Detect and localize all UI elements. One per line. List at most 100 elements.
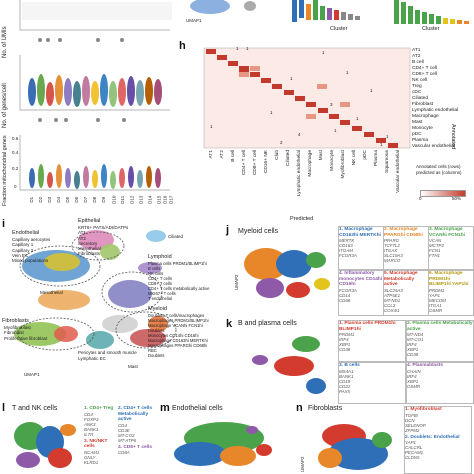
row-label: pDC	[412, 132, 422, 137]
heatmap-number: 1	[210, 124, 213, 129]
lymphatic-label: Lymphatic EC	[78, 356, 106, 361]
donor-label: D5	[65, 196, 71, 203]
row-label: Treg	[412, 84, 422, 89]
row-label: Mast	[412, 120, 423, 125]
row-label: NK cell	[412, 78, 428, 83]
legend-item: KRT8+ PATS/ADI/DATPs	[78, 225, 129, 230]
legend-item: Fibroblast	[4, 330, 24, 336]
row-label: B cell	[412, 60, 424, 65]
bcell-box: 2. Plasma cells Metabolically active MT-…	[406, 320, 474, 362]
mito-tick-4: 0	[14, 184, 17, 189]
heatmap-number: 1	[386, 134, 389, 139]
col-label: CD8+ T cell	[253, 150, 258, 176]
panel-j-title: Myeloid cells	[238, 228, 279, 235]
donor-label: D1	[29, 196, 35, 203]
umap2-label-j: UMAP2	[234, 274, 239, 290]
heatmap-number: 1	[290, 76, 293, 81]
legend-item: NK cells	[148, 271, 164, 276]
col-label: Macrophage	[308, 150, 313, 177]
legend-item: Doublets	[148, 353, 165, 358]
legend-item: Macrophages PRDM1/BLIMP1hi	[148, 318, 209, 323]
mesothelial-label: Mesothelial	[40, 290, 63, 295]
heatmap-number: 1	[270, 110, 273, 115]
legend-item: Capillary aerocytes	[12, 237, 51, 242]
panel-k-letter: k	[226, 318, 233, 330]
legend-item: Monocytes CD14hi CD16hi	[148, 333, 199, 338]
donor-label: D11	[120, 195, 126, 204]
legend-item: B cells	[148, 266, 161, 271]
col-label: Ciliated	[286, 150, 291, 166]
legend-item: CD4+ T cells metabolically active	[148, 286, 210, 291]
panel-n-title: Fibroblasts	[308, 405, 343, 412]
heatmap-col-labels: AT1 AT2 B cell CD4+ T cell CD8+ T cell C…	[204, 150, 410, 200]
col-label: CD4+ T cell	[242, 150, 247, 176]
row-label: cDC	[412, 90, 422, 95]
panel-m-title: Endothelial cells	[172, 405, 223, 412]
myeloid-umap	[244, 248, 330, 298]
pericytes-label: Pericytes and smooth muscle	[78, 350, 137, 355]
donor-label: D10	[111, 195, 117, 204]
heatmap-number: 1	[322, 50, 325, 55]
row-label: Monocyte	[412, 126, 433, 131]
panel-l-letter: l	[2, 402, 6, 414]
legend-item: AT1	[78, 230, 86, 236]
row-label: Vascular endothelial	[412, 144, 455, 149]
donor-label: D7	[83, 196, 89, 203]
row-label: AT2	[412, 54, 421, 59]
heatmap-number: 3	[330, 102, 333, 107]
legend-item: T endothelial	[148, 296, 172, 301]
col-label: Mast	[319, 150, 324, 161]
legend-item: Doublets	[148, 328, 165, 333]
umap1-label-i: UMAP1	[24, 372, 40, 377]
donor-label: D12	[129, 195, 135, 204]
legend-item: CD8+ T cells	[148, 281, 172, 286]
legend-item: Myofibroblast	[4, 325, 31, 330]
myeloid-boxes: 1. Macrophage CD163hi MERTKhi MERTK CD16…	[338, 226, 474, 316]
col-label: pDC	[363, 150, 368, 160]
col-label: Monocyte	[330, 150, 335, 171]
mito-tick-2: 0.4	[12, 150, 19, 155]
donor-label: D6	[74, 196, 80, 203]
col-label: Vascular endothelial	[396, 150, 401, 193]
row-label: Lymphatic endothelial	[412, 108, 459, 113]
legend-item: RBC	[148, 348, 157, 353]
col-label: B cell	[231, 150, 236, 162]
cluster-label-2: Cluster	[422, 26, 440, 32]
lymphoid-list: Plasma cells PRDM1/BLIMP1hi B cells NK c…	[148, 261, 209, 301]
col-label: Squamous	[385, 150, 390, 173]
heatmap-number: 1	[356, 116, 359, 121]
heatmap-number: 2	[280, 140, 283, 145]
panel-j-letter: j	[226, 224, 230, 236]
predicted-label: Predicted	[290, 216, 314, 222]
legend-item: AT2	[78, 235, 86, 241]
row-label: AT1	[412, 48, 421, 53]
donor-label: D15	[156, 195, 162, 204]
bcell-umap	[252, 336, 326, 394]
col-label: Plasma	[374, 150, 379, 166]
mito-tick-3: 0.2	[12, 166, 19, 171]
heatmap-legend-text: Annotated cells (rows) predicted as (col…	[416, 164, 462, 175]
violin-panel: No. of UMIs No. of genes/cell Fraction m…	[0, 0, 174, 215]
heatmap	[203, 47, 411, 149]
violin-plots	[19, 0, 172, 191]
legend-item: CD4+ T cells	[148, 276, 172, 281]
tcell-umap	[14, 422, 76, 468]
donor-label: D2	[38, 196, 44, 203]
endothelial-umap	[174, 422, 272, 466]
row-label: CD8+ T cell	[412, 72, 438, 77]
heatmap-legend-bar	[420, 190, 466, 197]
umap-label-top: UMAP1	[186, 18, 202, 23]
myeloid-box: 1. Macrophage CD163hi MERTKhi MERTK CD16…	[338, 226, 384, 270]
col-label: AT2	[220, 150, 225, 159]
main-umap	[14, 230, 177, 351]
tcell-box: 1. CD4+ Treg CD4 FOXP3 ANK3 BANK1 IL7R 3…	[84, 406, 118, 474]
epithelial-title: Epithelial	[78, 218, 101, 224]
legend-item: Plasma cells PRDM1/BLIMP1hi	[148, 261, 207, 266]
donor-label: D17	[168, 195, 174, 204]
lymphoid-title: Lymphoid	[148, 254, 172, 260]
col-label: AT1	[209, 150, 214, 159]
row-label: CD4+ T cell	[412, 66, 438, 71]
donor-label: D8	[92, 196, 98, 203]
tcell-box: 2. CD4+ T cells Metabolically active CD4…	[118, 406, 158, 474]
legend-item: Mesothelial	[78, 246, 101, 252]
